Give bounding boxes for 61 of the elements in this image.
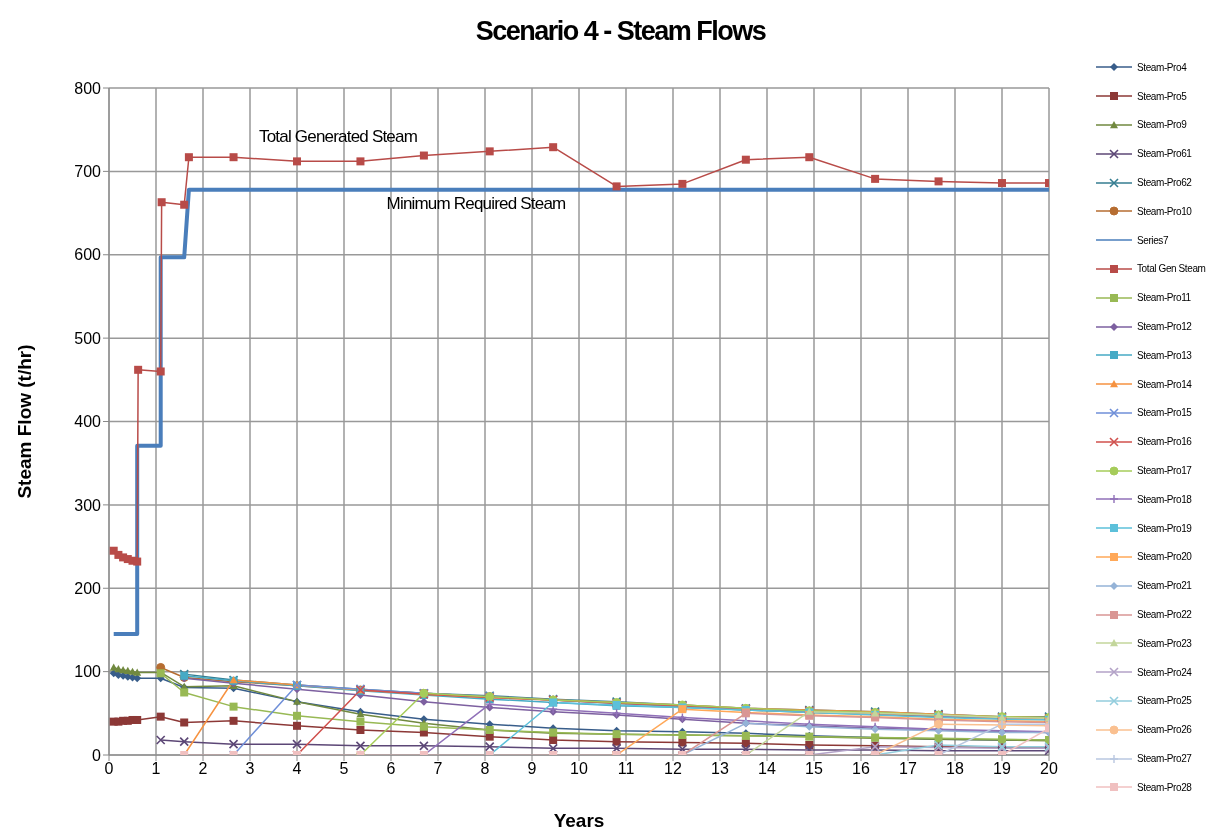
x-tick-label: 7	[433, 760, 443, 778]
legend-label: Steam-Pro24	[1137, 666, 1192, 678]
legend-label: Steam-Pro62	[1137, 177, 1192, 189]
x-tick-label: 8	[480, 760, 490, 778]
x-tick-label: 9	[527, 760, 537, 778]
legend-label: Steam-Pro26	[1137, 724, 1192, 736]
x-tick-label: 13	[711, 760, 729, 778]
legend-label: Steam-Pro61	[1137, 148, 1192, 160]
x-tick-label: 15	[805, 760, 823, 778]
legend-label: Steam-Pro15	[1137, 407, 1192, 419]
x-tick-label: 4	[292, 760, 302, 778]
x-tick-label: 12	[664, 760, 682, 778]
y-axis-title: Steam Flow (t/hr)	[13, 344, 35, 499]
legend-label: Steam-Pro16	[1137, 436, 1192, 448]
legend-label: Total Gen Steam	[1137, 263, 1206, 275]
x-tick-label: 14	[758, 760, 776, 778]
y-tick-label: 600	[74, 246, 102, 264]
y-tick-label: 700	[74, 163, 102, 181]
annotation: Minimum Required Steam	[386, 194, 566, 214]
legend-label: Series7	[1137, 234, 1169, 246]
legend-label: Steam-Pro20	[1137, 551, 1192, 563]
x-tick-label: 6	[386, 760, 396, 778]
y-tick-label: 400	[74, 413, 102, 431]
legend-label: Steam-Pro22	[1137, 609, 1192, 621]
x-axis-title: Years	[553, 810, 605, 831]
x-tick-label: 2	[198, 760, 208, 778]
legend-label: Steam-Pro14	[1137, 378, 1192, 390]
legend-label: Steam-Pro11	[1137, 292, 1191, 304]
y-tick-label: 300	[74, 496, 102, 514]
annotation: Total Generated Steam	[258, 127, 418, 147]
x-tick-label: 20	[1040, 760, 1058, 778]
legend-label: Steam-Pro23	[1137, 637, 1192, 649]
x-tick-label: 5	[339, 760, 349, 778]
y-tick-label: 200	[74, 579, 102, 597]
x-tick-label: 19	[993, 760, 1011, 778]
x-tick-label: 1	[151, 760, 161, 778]
legend-label: Steam-Pro19	[1137, 522, 1192, 534]
x-tick-label: 3	[245, 760, 255, 778]
y-tick-label: 0	[92, 746, 102, 764]
legend-label: Steam-Pro10	[1137, 205, 1192, 217]
legend-label: Steam-Pro13	[1137, 349, 1192, 361]
x-tick-label: 11	[617, 760, 635, 778]
legend-label: Steam-Pro5	[1137, 90, 1187, 102]
legend-label: Steam-Pro4	[1137, 61, 1187, 73]
legend-label: Steam-Pro9	[1137, 119, 1187, 131]
legend-label: Steam-Pro12	[1137, 321, 1192, 333]
y-tick-label: 100	[74, 663, 102, 681]
legend-label: Steam-Pro28	[1137, 781, 1192, 793]
legend-label: Steam-Pro18	[1137, 493, 1192, 505]
x-tick-label: 16	[852, 760, 870, 778]
x-tick-label: 0	[104, 760, 114, 778]
x-tick-label: 10	[570, 760, 588, 778]
legend-label: Steam-Pro21	[1137, 580, 1192, 592]
y-tick-label: 500	[74, 329, 102, 347]
x-tick-label: 17	[899, 760, 917, 778]
legend-label: Steam-Pro25	[1137, 695, 1192, 707]
legend-label: Steam-Pro17	[1137, 465, 1192, 477]
x-tick-label: 18	[946, 760, 964, 778]
chart-title: Scenario 4 - Steam Flows	[474, 16, 767, 47]
legend-label: Steam-Pro27	[1137, 753, 1192, 765]
y-tick-label: 800	[74, 79, 102, 97]
